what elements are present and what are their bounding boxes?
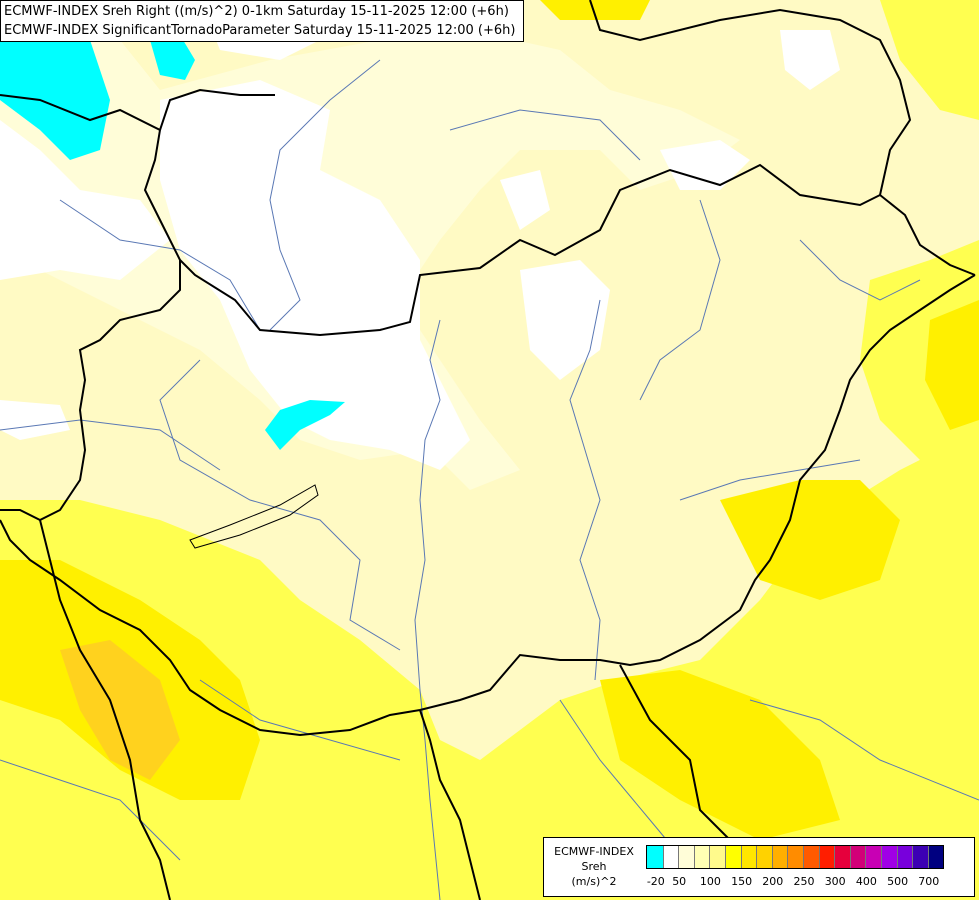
color-legend: ECMWF-INDEX Sreh (m/s)^2 -20 50 100 150 200 2… (543, 837, 975, 897)
legend-swatch (756, 846, 772, 868)
legend-title-param: Sreh (581, 860, 607, 873)
header-line-1: ECMWF-INDEX Sreh Right ((m/s)^2) 0-1km S… (4, 4, 509, 19)
legend-tick-label: -20 (646, 875, 665, 888)
legend-tick-label: 400 (855, 875, 877, 888)
legend-title: ECMWF-INDEX Sreh (m/s)^2 (544, 844, 644, 889)
legend-swatch (896, 846, 913, 868)
legend-tick-label: 250 (793, 875, 815, 888)
legend-tick-label: 50 (672, 875, 687, 888)
legend-swatch (693, 846, 710, 868)
legend-tick-label: 200 (762, 875, 784, 888)
legend-swatch (724, 846, 741, 868)
legend-swatch (802, 846, 819, 868)
legend-swatch (678, 846, 694, 868)
legend-title-unit: (m/s)^2 (571, 875, 617, 888)
chart-header: ECMWF-INDEX Sreh Right ((m/s)^2) 0-1km S… (0, 0, 524, 42)
legend-swatch (818, 846, 835, 868)
legend-swatch (880, 846, 897, 868)
low-helicity-areas (0, 0, 840, 860)
legend-swatch (927, 846, 944, 868)
legend-tick-label: 150 (731, 875, 753, 888)
legend-title-source: ECMWF-INDEX (554, 845, 634, 858)
legend-swatches (646, 845, 945, 869)
legend-swatch (740, 846, 757, 868)
legend-swatch (787, 846, 803, 868)
legend-tick-label: 500 (887, 875, 909, 888)
legend-swatch (834, 846, 850, 868)
legend-ticks: -20 50 100 150 200 250 300 400 500 700 (646, 875, 966, 891)
rivers (0, 59, 979, 900)
legend-swatch (912, 846, 928, 868)
legend-swatch (849, 846, 866, 868)
legend-swatch (771, 846, 788, 868)
legend-swatch (865, 846, 881, 868)
legend-tick-label: 300 (824, 875, 846, 888)
lake-outline (189, 484, 319, 549)
legend-tick-label: 100 (699, 875, 721, 888)
header-line-2: ECMWF-INDEX SignificantTornadoParameter … (4, 23, 516, 38)
legend-tick-label: 700 (918, 875, 940, 888)
legend-swatch (662, 846, 679, 868)
legend-swatch (647, 846, 663, 868)
legend-swatch (709, 846, 725, 868)
